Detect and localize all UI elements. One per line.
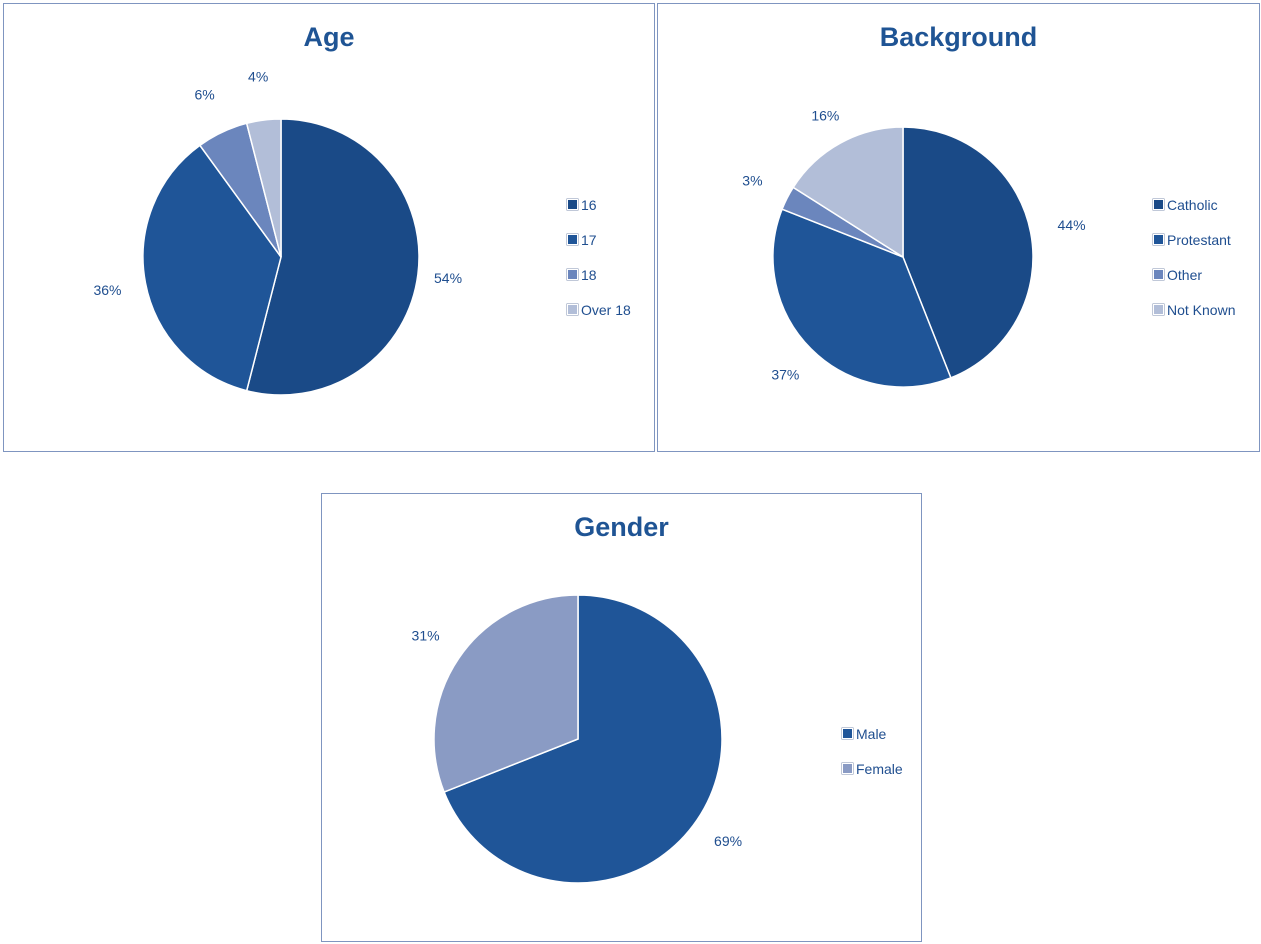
gender-legend-item: Female: [842, 751, 903, 786]
age-legend-swatch: [567, 234, 578, 245]
gender-data-label-female: 31%: [412, 627, 440, 643]
gender-pie-chart: 69% 31%: [412, 594, 742, 884]
background-legend-label: Not Known: [1167, 301, 1236, 318]
background-legend-label: Protestant: [1167, 231, 1231, 248]
background-legend-item: Protestant: [1153, 222, 1235, 257]
background-legend-label: Other: [1167, 266, 1203, 283]
age-slice-17: [142, 144, 282, 392]
age-legend-item: 16: [567, 187, 631, 222]
gender-chart-title: Gender: [574, 512, 669, 542]
background-chart-panel: Background 44% 37% 3% 16% Catholic Protestan…: [657, 3, 1260, 452]
age-legend-label: 18: [581, 266, 597, 283]
age-legend-item: Over 18: [567, 292, 631, 327]
age-pie-chart: 54% 36% 6% 4%: [93, 68, 462, 396]
age-chart-panel: Age 54% 36% 6% 4% 16 17 18 Over 18: [3, 3, 655, 452]
background-data-label-protestant: 37%: [771, 367, 799, 383]
gender-legend-label: Male: [856, 725, 887, 742]
gender-slice-female: [433, 594, 579, 793]
gender-legend-swatch: [842, 763, 853, 774]
background-legend-swatch: [1153, 269, 1164, 280]
age-legend-swatch: [567, 304, 578, 315]
background-data-label-other: 3%: [742, 172, 762, 188]
background-legend-swatch: [1153, 199, 1164, 210]
background-legend-label: Catholic: [1167, 196, 1218, 213]
background-slice-catholic: [902, 126, 1034, 379]
age-legend-item: 18: [567, 257, 631, 292]
background-slice-not-known: [792, 126, 904, 259]
gender-legend-label: Female: [856, 760, 903, 777]
background-slice-protestant: [772, 208, 952, 388]
background-legend-item: Not Known: [1153, 292, 1235, 327]
background-data-label-not-known: 16%: [811, 108, 839, 124]
gender-legend-item: Male: [842, 716, 903, 751]
age-data-label-over-18: 4%: [248, 68, 268, 84]
age-data-label-18: 6%: [194, 87, 214, 103]
background-legend-item: Catholic: [1153, 187, 1235, 222]
background-data-label-catholic: 44%: [1058, 217, 1086, 233]
background-legend-swatch: [1153, 234, 1164, 245]
background-chart-title: Background: [879, 22, 1038, 52]
age-legend-label: Over 18: [581, 301, 631, 318]
age-legend: 16 17 18 Over 18: [567, 187, 631, 327]
age-data-label-16: 54%: [434, 270, 462, 286]
gender-slice-male: [443, 594, 723, 884]
gender-chart-panel: Gender 69% 31% Male Female: [321, 493, 922, 942]
background-legend-item: Other: [1153, 257, 1235, 292]
background-legend: Catholic Protestant Other Not Known: [1153, 187, 1235, 327]
age-legend-label: 17: [581, 231, 597, 248]
age-legend-item: 17: [567, 222, 631, 257]
age-legend-label: 16: [581, 196, 597, 213]
age-chart-title: Age: [303, 22, 355, 52]
age-slice-over-18: [245, 118, 282, 258]
background-legend-swatch: [1153, 304, 1164, 315]
gender-legend-swatch: [842, 728, 853, 739]
age-slice-16: [245, 118, 420, 396]
age-legend-swatch: [567, 269, 578, 280]
age-legend-swatch: [567, 199, 578, 210]
age-data-label-17: 36%: [93, 282, 121, 298]
gender-data-label-male: 69%: [714, 833, 742, 849]
background-pie-chart: 44% 37% 3% 16%: [742, 108, 1086, 388]
gender-legend: Male Female: [842, 716, 903, 786]
